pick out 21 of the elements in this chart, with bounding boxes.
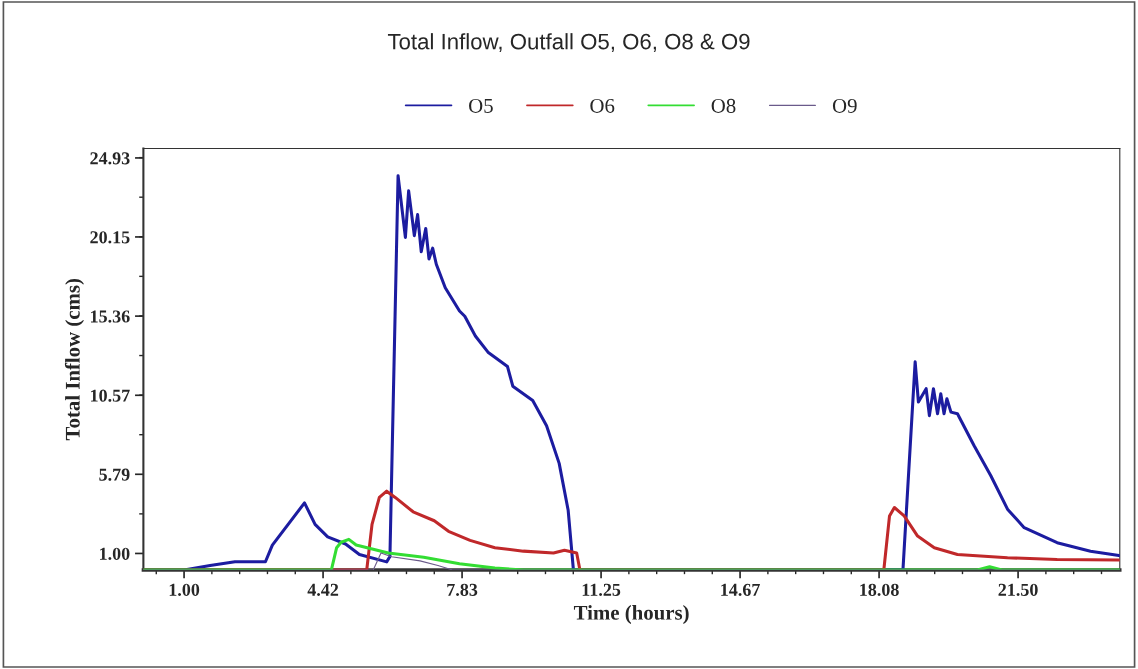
x-tick-label: 14.67 (721, 583, 760, 596)
x-axis-title: Time (hours) (573, 605, 689, 625)
x-tick-label: 4.42 (307, 583, 339, 596)
y-tick-label: 1.00 (100, 547, 130, 560)
y-tick-label: 20.15 (90, 231, 130, 244)
legend-label: O6 (590, 98, 615, 113)
x-tick-label: 21.50 (998, 583, 1038, 596)
x-tick-label: 7.83 (447, 583, 478, 596)
chart-title: Total Inflow, Outfall O5, O6, O8 & O9 (387, 33, 750, 53)
x-tick-label: 18.08 (860, 583, 899, 596)
legend-label: O5 (469, 98, 493, 113)
x-tick-label: 11.25 (582, 583, 621, 596)
y-tick-label: 24.93 (90, 152, 130, 165)
y-tick-label: 10.57 (91, 389, 130, 402)
y-tick-label: 5.79 (99, 468, 130, 481)
x-tick-label: 1.00 (169, 583, 200, 596)
y-tick-label: 15.36 (91, 310, 130, 323)
line-series (143, 552, 1120, 570)
legend-label: O8 (711, 98, 736, 113)
legend-label: O9 (832, 98, 857, 113)
y-axis-title: Total Inflow (cms) (64, 278, 85, 441)
